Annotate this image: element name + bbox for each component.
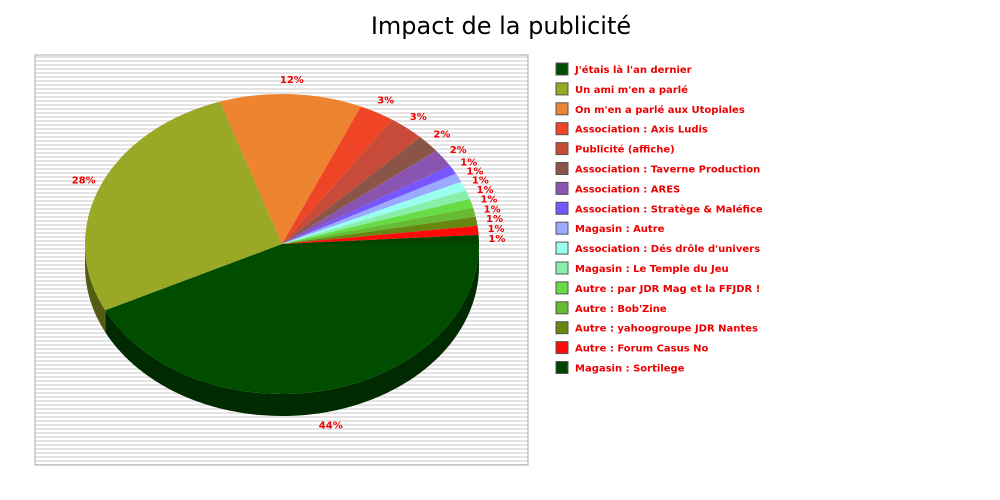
legend-swatch [555, 321, 569, 335]
value-label: 1% [486, 214, 503, 225]
legend-swatch [555, 82, 569, 96]
legend-label: Association : Axis Ludis [575, 125, 708, 136]
legend-label: Magasin : Le Temple du Jeu [575, 264, 729, 275]
value-label: 2% [433, 129, 450, 140]
legend-swatch [555, 281, 569, 295]
value-label: 1% [484, 204, 501, 215]
pie-labels: 44%28%12%3%3%2%2%1%1%1%1%1%1%1%1%1% [72, 75, 506, 432]
value-label: 3% [410, 112, 427, 123]
value-label: 1% [472, 176, 489, 187]
legend-label: Publicité (affiche) [575, 144, 675, 156]
pie-slice [282, 137, 437, 244]
pie-sides [85, 244, 479, 416]
pie-top [85, 94, 479, 394]
value-label: 1% [488, 224, 505, 235]
legend-swatch [555, 221, 569, 235]
legend-label: Un ami m'en a parlé [575, 84, 688, 96]
legend-swatch [555, 62, 569, 76]
legend-swatch [555, 301, 569, 315]
pie-side [105, 244, 479, 416]
legend-label: On m'en a parlé aux Utopiales [575, 104, 745, 116]
pie-side [85, 244, 106, 333]
value-label: 2% [450, 145, 467, 156]
legend-swatch [555, 142, 569, 156]
legend-swatch [555, 102, 569, 116]
legend-swatch [555, 181, 569, 195]
legend-label: Association : ARES [575, 184, 680, 195]
value-label: 3% [377, 95, 394, 106]
legend-label: Association : Stratège & Maléfice [575, 203, 763, 215]
pie-slice [282, 207, 476, 244]
legend-swatch [555, 162, 569, 175]
pie-slice [282, 173, 462, 244]
legend-swatch [555, 341, 569, 355]
legend-label: Autre : Forum Casus No [575, 344, 709, 355]
legend-label: Magasin : Sortilege [575, 364, 685, 375]
value-label: 12% [280, 75, 304, 86]
legend-swatch [555, 241, 569, 255]
value-label: 1% [466, 167, 483, 178]
pie-slice [282, 165, 457, 244]
value-label: 1% [488, 234, 505, 245]
legend-label: Autre : Bob'Zine [575, 304, 667, 315]
pie-slice [282, 225, 479, 244]
legend: J'étais là l'an dernier Un ami m'en a par… [555, 62, 763, 375]
pie-slice [282, 181, 466, 244]
value-label: 1% [477, 185, 494, 196]
legend-swatch [555, 261, 569, 275]
legend-swatch [555, 361, 569, 374]
legend-label: Association : Dés drôle d'univers [575, 243, 760, 255]
pie-slice [219, 94, 361, 244]
pie-slice [282, 216, 478, 244]
value-label: 1% [460, 158, 477, 169]
chart-title: Impact de la publicité [371, 12, 631, 40]
value-label: 1% [480, 195, 497, 206]
legend-label: J'étais là l'an dernier [574, 64, 692, 76]
value-label: 28% [72, 176, 96, 187]
legend-swatch [555, 122, 569, 136]
legend-label: Association : Taverne Production [575, 165, 760, 176]
legend-label: Autre : par JDR Mag et la FFJDR ! [575, 284, 760, 295]
pie-slice [282, 198, 474, 244]
legend-swatch [555, 201, 569, 215]
pie-slice [282, 119, 421, 244]
pie-slice [282, 234, 479, 244]
pie-slice [105, 244, 479, 394]
pie-slice [85, 101, 282, 311]
legend-label: Magasin : Autre [575, 224, 665, 235]
legend-label: Autre : yahoogroupe JDR Nantes [575, 324, 758, 335]
pie-slice [282, 106, 393, 245]
pie-slice [282, 150, 451, 244]
value-label: 44% [319, 421, 343, 432]
pie-slice [282, 190, 470, 244]
